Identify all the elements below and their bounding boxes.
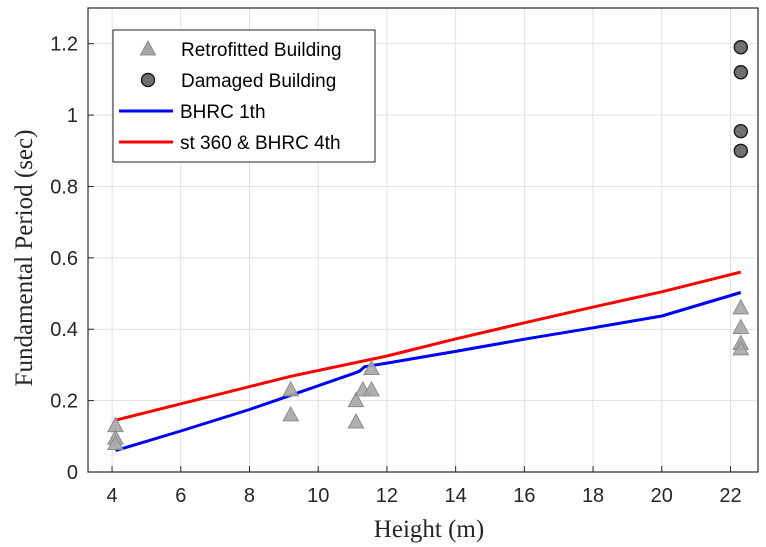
y-tick-label: 0.8 — [50, 176, 78, 198]
retrofitted-point — [732, 339, 750, 356]
y-tick-label: 1.2 — [50, 34, 78, 56]
legend-label: Damaged Building — [181, 71, 336, 92]
y-tick-label: 0.6 — [50, 248, 78, 270]
retrofitted-point — [107, 434, 124, 450]
legend-box — [112, 29, 376, 163]
retrofitted-point — [732, 318, 750, 334]
retrofitted-point — [282, 405, 300, 422]
x-axis-title: Height (m) — [374, 516, 484, 543]
series-line — [115, 291, 742, 453]
y-tick-label: 1 — [67, 105, 78, 127]
legend: Retrofitted Building Damaged Building BHRC… — [112, 29, 376, 163]
y-tick-label: 0.4 — [50, 319, 78, 341]
axis-ticks: 4 6 8 10 12 14 16 18 20 22 0 0.2 0.4 0.6 0.8 1 1.2 — [50, 34, 741, 507]
legend-label: BHRC 1th — [180, 102, 266, 123]
legend-swatch-circle — [140, 72, 156, 88]
retrofitted-point — [732, 298, 750, 315]
series-layer — [107, 40, 750, 453]
x-tick-label: 12 — [376, 485, 398, 507]
legend-label: Retrofitted Building — [181, 40, 342, 61]
x-tick-label: 6 — [175, 485, 186, 507]
x-tick-label: 20 — [651, 485, 673, 507]
damaged-point — [733, 65, 749, 80]
x-tick-label: 4 — [106, 485, 117, 507]
retrofitted-point — [347, 412, 365, 429]
x-tick-label: 22 — [719, 485, 741, 507]
damaged-point — [733, 40, 749, 55]
retrofitted-point — [363, 380, 380, 397]
y-tick-label: 0.2 — [50, 391, 78, 413]
legend-swatch-triangle — [139, 39, 157, 56]
x-tick-label: 8 — [244, 485, 255, 507]
retrofitted-point — [347, 391, 365, 408]
plot-frame — [87, 7, 759, 473]
retrofitted-point — [282, 380, 300, 397]
y-tick-label: 0 — [67, 462, 78, 484]
x-tick-label: 14 — [445, 485, 467, 507]
retrofitted-point — [363, 359, 380, 375]
legend-label: st 360 & BHRC 4th — [180, 133, 341, 154]
y-axis-title: Fundamental Period (sec) — [11, 130, 38, 387]
damaged-point — [733, 123, 749, 139]
damaged-point — [733, 143, 749, 158]
x-tick-label: 16 — [513, 485, 535, 507]
series-line — [115, 270, 742, 422]
x-tick-label: 18 — [582, 485, 604, 507]
x-tick-label: 10 — [307, 485, 329, 507]
